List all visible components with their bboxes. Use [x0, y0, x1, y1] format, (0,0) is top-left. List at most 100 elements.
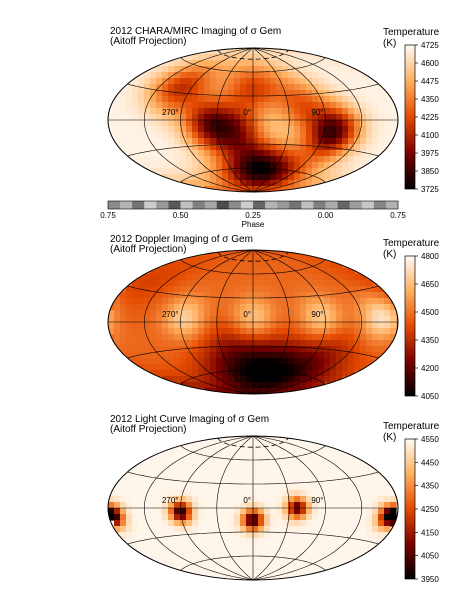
map-cell [312, 274, 319, 281]
map-cell [264, 114, 271, 121]
map-cell [372, 90, 379, 97]
map-cell [186, 180, 193, 187]
map-cell [258, 502, 265, 509]
map-cell [288, 54, 295, 61]
map-cell [294, 262, 301, 269]
map-cell [330, 298, 337, 305]
map-cell [216, 370, 223, 377]
map-cell [270, 544, 277, 551]
map-cell [240, 72, 247, 79]
colorbar-tick-label: 4225 [421, 113, 439, 122]
map-cell [132, 502, 139, 509]
map-cell [312, 150, 319, 157]
map-cell [324, 268, 331, 275]
map-cell [234, 520, 241, 527]
map-cell [228, 48, 235, 55]
map-cell [270, 102, 277, 109]
map-cell [336, 138, 343, 145]
map-cell [186, 102, 193, 109]
map-cell [342, 454, 349, 461]
map-cell [210, 144, 217, 151]
map-cell [174, 484, 181, 491]
map-cell [198, 454, 205, 461]
map-cell [162, 298, 169, 305]
map-cell [138, 502, 145, 509]
map-cell [318, 526, 325, 533]
map-cell [354, 286, 361, 293]
map-cell [120, 120, 127, 127]
map-cell [180, 168, 187, 175]
map-cell [228, 274, 235, 281]
map-cell [282, 484, 289, 491]
map-cell [240, 316, 247, 323]
map-cell [276, 310, 283, 317]
panel-light-curve: 2012 Light Curve Imaging of σ Gem (Aitof… [107, 414, 440, 584]
map-cell [372, 316, 379, 323]
map-cell [222, 174, 229, 181]
map-cell [258, 292, 265, 299]
map-cell [318, 442, 325, 449]
map-cell [342, 78, 349, 85]
map-cell [330, 174, 337, 181]
map-cell [270, 108, 277, 115]
map-cell [210, 490, 217, 497]
map-cell [312, 162, 319, 169]
map-cell [216, 550, 223, 557]
map-cell [324, 274, 331, 281]
map-cell [312, 562, 319, 569]
map-cell [276, 538, 283, 545]
colorbar-label: Temperature [383, 421, 440, 432]
map-cell [150, 544, 157, 551]
map-cell [126, 304, 133, 311]
map-cell [354, 322, 361, 329]
map-cell [198, 292, 205, 299]
map-cell [192, 484, 199, 491]
map-cell [318, 544, 325, 551]
map-cell [198, 114, 205, 121]
map-cell [336, 556, 343, 563]
map-cell [204, 84, 211, 91]
map-cell [246, 262, 253, 269]
map-cell [222, 60, 229, 67]
map-cell [342, 340, 349, 347]
map-cell [168, 108, 175, 115]
map-cell [366, 334, 373, 341]
map-cell [348, 472, 355, 479]
map-cell [138, 90, 145, 97]
map-cell [150, 478, 157, 485]
map-cell [234, 436, 241, 443]
map-cell [156, 96, 163, 103]
map-cell [294, 138, 301, 145]
map-cell [240, 60, 247, 67]
map-cell [222, 48, 229, 55]
map-cell [228, 436, 235, 443]
map-cell [288, 180, 295, 187]
map-cell [264, 120, 271, 127]
map-cell [204, 310, 211, 317]
map-cell [210, 274, 217, 281]
map-cell [198, 174, 205, 181]
map-cell [258, 550, 265, 557]
map-cell [120, 526, 127, 533]
map-cell [192, 156, 199, 163]
map-cell [198, 364, 205, 371]
map-cell [378, 334, 385, 341]
map-cell [162, 478, 169, 485]
map-cell [390, 334, 397, 341]
map-cell [342, 90, 349, 97]
map-cell [192, 168, 199, 175]
map-cell [216, 286, 223, 293]
map-cell [306, 526, 313, 533]
map-cell [186, 466, 193, 473]
map-cell [264, 460, 271, 467]
map-cell [246, 376, 253, 383]
map-cell [222, 472, 229, 479]
map-cell [366, 478, 373, 485]
map-cell [210, 484, 217, 491]
map-cell [246, 286, 253, 293]
map-cell [192, 268, 199, 275]
map-cell [252, 340, 259, 347]
map-cell [234, 484, 241, 491]
map-cell [324, 262, 331, 269]
map-cell [132, 316, 139, 323]
